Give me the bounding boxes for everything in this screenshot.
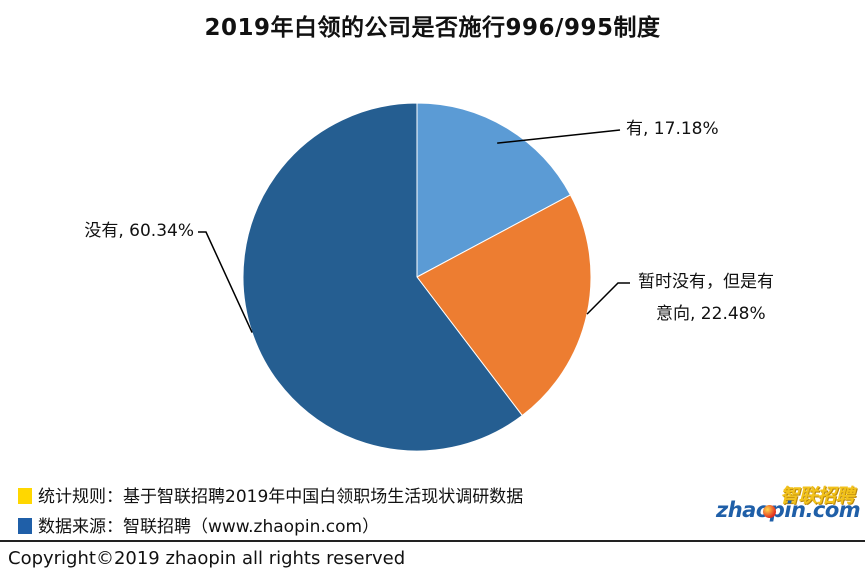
data-label-1-line-0: 暂时没有，但是有 bbox=[638, 272, 774, 292]
copyright-text: Copyright©2019 zhaopin all rights reserv… bbox=[8, 548, 406, 569]
chart-title: 2019年白领的公司是否施行996/995制度 bbox=[204, 15, 661, 41]
stat-rule-text: 统计规则：基于智联招聘2019年中国白领职场生活现状调研数据 bbox=[38, 487, 524, 507]
data-label-1-line-1: 意向, 22.48% bbox=[656, 304, 766, 324]
zhaopin-logo: 智联招聘 zhaopin.com bbox=[716, 481, 861, 525]
leader-line-0 bbox=[497, 129, 621, 144]
pie-slice-1 bbox=[416, 194, 592, 417]
data-label-0: 有, 17.18% bbox=[626, 119, 719, 139]
blue-square-icon bbox=[18, 518, 32, 534]
stat-rule-note: 统计规则：基于智联招聘2019年中国白领职场生活现状调研数据 bbox=[18, 482, 523, 507]
data-label-2: 没有, 60.34% bbox=[84, 221, 194, 241]
data-source-text: 数据来源：智联招聘（www.zhaopin.com） bbox=[38, 517, 380, 537]
yellow-square-icon bbox=[18, 488, 32, 504]
leader-line-2 bbox=[198, 231, 253, 333]
leader-line-1 bbox=[586, 282, 630, 315]
pie-slice-0 bbox=[416, 102, 572, 278]
logo-chinese-text: 智联招聘 bbox=[779, 485, 855, 507]
footer-divider bbox=[0, 540, 865, 542]
pie-slices bbox=[242, 102, 592, 452]
logo-english-text: zhaopin.com bbox=[716, 498, 861, 522]
logo-dot-icon bbox=[763, 505, 776, 518]
data-source-note: 数据来源：智联招聘（www.zhaopin.com） bbox=[18, 512, 379, 537]
pie-slice-2 bbox=[242, 102, 523, 452]
leader-lines bbox=[198, 129, 630, 333]
